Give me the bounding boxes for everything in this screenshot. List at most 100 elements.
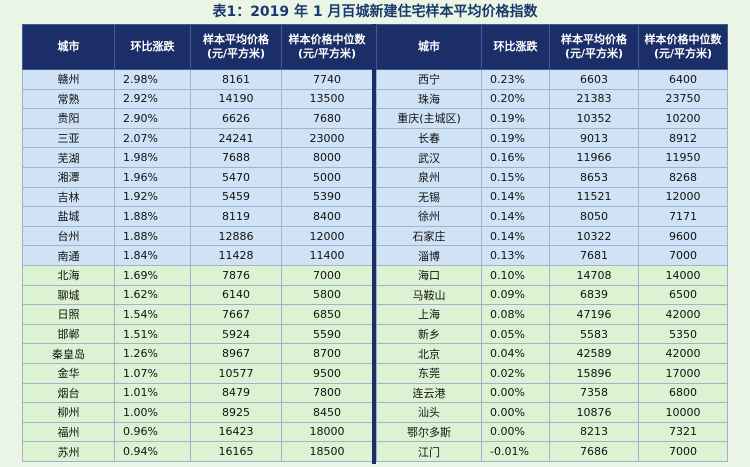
median-price-cell: 9500 <box>281 362 373 384</box>
change-cell: 1.88% <box>114 225 191 247</box>
change-cell: 1.00% <box>114 402 191 423</box>
table-row: 东莞 0.02% 15896 17000 <box>376 362 728 384</box>
median-price-cell: 7800 <box>281 382 373 404</box>
city-cell: 连云港 <box>376 382 482 404</box>
change-cell: 1.88% <box>114 206 191 227</box>
change-cell: 1.51% <box>114 323 191 345</box>
header-row: 城市 环比涨跌 样本平均价格 (元/平方米) 样本价格中位数 (元/平方米) <box>22 24 373 70</box>
table-row: 盐城 1.88% 8119 8400 <box>22 206 373 227</box>
median-price-cell: 12000 <box>638 186 728 208</box>
median-price-cell: 10200 <box>638 108 728 129</box>
change-cell: 0.96% <box>114 421 191 443</box>
change-cell: 1.98% <box>114 147 191 168</box>
table-divider <box>372 24 376 464</box>
change-cell: 1.62% <box>114 284 191 306</box>
change-cell: 0.00% <box>481 402 550 423</box>
table-row: 台州 1.88% 12886 12000 <box>22 225 373 247</box>
city-cell: 石家庄 <box>376 225 482 247</box>
change-cell: 2.07% <box>114 127 191 149</box>
table-row: 石家庄 0.14% 10322 9600 <box>376 225 728 247</box>
header-median-price: 样本价格中位数 (元/平方米) <box>638 24 728 70</box>
avg-price-cell: 16423 <box>190 421 282 443</box>
city-cell: 北京 <box>376 343 482 364</box>
avg-price-cell: 7681 <box>549 245 639 266</box>
table-row: 北京 0.04% 42589 42000 <box>376 343 728 364</box>
median-price-cell: 6500 <box>638 284 728 306</box>
table-row: 淄博 0.13% 7681 7000 <box>376 245 728 266</box>
change-cell: 0.13% <box>481 245 550 266</box>
table-row: 武汉 0.16% 11966 11950 <box>376 147 728 168</box>
left-table: 城市 环比涨跌 样本平均价格 (元/平方米) 样本价格中位数 (元/平方米) 赣州 2… <box>22 24 373 462</box>
change-cell: 1.26% <box>114 343 191 364</box>
avg-price-cell: 5583 <box>549 323 639 345</box>
avg-price-cell: 7667 <box>190 304 282 325</box>
avg-price-cell: 10577 <box>190 362 282 384</box>
median-price-cell: 7000 <box>638 245 728 266</box>
table-row: 湘潭 1.96% 5470 5000 <box>22 166 373 188</box>
header-median-line2: (元/平方米) <box>653 47 713 60</box>
avg-price-cell: 8653 <box>549 166 639 188</box>
table-row: 珠海 0.20% 21383 23750 <box>376 88 728 110</box>
change-cell: 0.15% <box>481 166 550 188</box>
change-cell: 0.09% <box>481 284 550 306</box>
table-row: 江门 -0.01% 7686 7000 <box>376 441 728 462</box>
avg-price-cell: 11428 <box>190 245 282 266</box>
city-cell: 秦皇岛 <box>22 343 115 364</box>
avg-price-cell: 11521 <box>549 186 639 208</box>
avg-price-cell: 7688 <box>190 147 282 168</box>
median-price-cell: 8000 <box>281 147 373 168</box>
table-row: 秦皇岛 1.26% 8967 8700 <box>22 343 373 364</box>
header-median-line2: (元/平方米) <box>297 47 357 60</box>
avg-price-cell: 7686 <box>549 441 639 462</box>
change-cell: 0.00% <box>481 421 550 443</box>
change-cell: 2.90% <box>114 108 191 129</box>
median-price-cell: 6850 <box>281 304 373 325</box>
header-avg-line2: (元/平方米) <box>206 47 266 60</box>
change-cell: 0.08% <box>481 304 550 325</box>
table-row: 徐州 0.14% 8050 7171 <box>376 206 728 227</box>
city-cell: 无锡 <box>376 186 482 208</box>
left-table-body: 赣州 2.98% 8161 7740 常熟 2.92% 14190 13500 贵阳 2.90% 6… <box>22 69 373 462</box>
change-cell: 0.02% <box>481 362 550 384</box>
median-price-cell: 7171 <box>638 206 728 227</box>
change-cell: 0.16% <box>481 147 550 168</box>
city-cell: 海口 <box>376 264 482 286</box>
change-cell: 1.07% <box>114 362 191 384</box>
avg-price-cell: 5459 <box>190 186 282 208</box>
median-price-cell: 23000 <box>281 127 373 149</box>
median-price-cell: 11400 <box>281 245 373 266</box>
avg-price-cell: 24241 <box>190 127 282 149</box>
city-cell: 江门 <box>376 441 482 462</box>
median-price-cell: 5000 <box>281 166 373 188</box>
table-row: 连云港 0.00% 7358 6800 <box>376 382 728 404</box>
avg-price-cell: 15896 <box>549 362 639 384</box>
change-cell: 1.96% <box>114 166 191 188</box>
median-price-cell: 7000 <box>281 264 373 286</box>
header-median-line1: 样本价格中位数 <box>288 33 366 46</box>
city-cell: 吉林 <box>22 186 115 208</box>
header-city: 城市 <box>22 24 115 70</box>
table-row: 南通 1.84% 11428 11400 <box>22 245 373 266</box>
avg-price-cell: 6626 <box>190 108 282 129</box>
header-avg-price: 样本平均价格 (元/平方米) <box>190 24 282 70</box>
change-cell: 0.14% <box>481 206 550 227</box>
city-cell: 东莞 <box>376 362 482 384</box>
table-title: 表1：2019 年 1 月百城新建住宅样本平均价格指数 <box>212 4 538 20</box>
city-cell: 马鞍山 <box>376 284 482 306</box>
city-cell: 武汉 <box>376 147 482 168</box>
median-price-cell: 10000 <box>638 402 728 423</box>
avg-price-cell: 8479 <box>190 382 282 404</box>
city-cell: 湘潭 <box>22 166 115 188</box>
city-cell: 三亚 <box>22 127 115 149</box>
median-price-cell: 42000 <box>638 343 728 364</box>
header-change: 环比涨跌 <box>481 24 550 70</box>
header-row: 城市 环比涨跌 样本平均价格 (元/平方米) 样本价格中位数 (元/平方米) <box>376 24 728 70</box>
change-cell: -0.01% <box>481 441 550 462</box>
city-cell: 盐城 <box>22 206 115 227</box>
change-cell: 0.19% <box>481 108 550 129</box>
change-cell: 1.92% <box>114 186 191 208</box>
header-city: 城市 <box>376 24 482 70</box>
city-cell: 台州 <box>22 225 115 247</box>
median-price-cell: 7680 <box>281 108 373 129</box>
table-row: 马鞍山 0.09% 6839 6500 <box>376 284 728 306</box>
